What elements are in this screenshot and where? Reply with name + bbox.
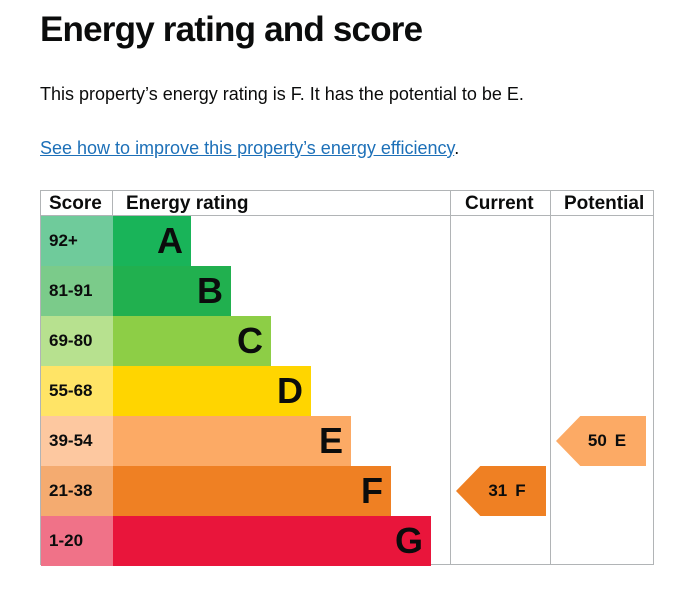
band-score-g: 1-20	[41, 516, 113, 566]
band-bar-e: E	[113, 416, 351, 466]
band-score-c: 69-80	[41, 316, 113, 366]
band-bar-c: C	[113, 316, 271, 366]
potential-rating-indicator: 50 E	[556, 416, 646, 466]
potential-letter: E	[614, 431, 627, 450]
current-letter: F	[515, 481, 526, 500]
score-column-header: Score	[49, 193, 102, 214]
improve-efficiency-link[interactable]: See how to improve this property’s energ…	[40, 138, 455, 158]
improve-link-paragraph: See how to improve this property’s energ…	[40, 136, 459, 160]
band-score-b: 81-91	[41, 266, 113, 316]
potential-score: 50	[587, 431, 607, 450]
current-score: 31	[488, 481, 508, 500]
link-trailing-period: .	[454, 138, 460, 158]
current-rating-indicator: 31 F	[456, 466, 546, 516]
band-score-f: 21-38	[41, 466, 113, 516]
band-score-d: 55-68	[41, 366, 113, 416]
band-bar-d: D	[113, 366, 311, 416]
band-bar-a: A	[113, 216, 191, 266]
epc-rating-table: Score Energy rating Current Potential 92…	[40, 190, 654, 566]
band-score-e: 39-54	[41, 416, 113, 466]
page-title: Energy rating and score	[40, 10, 423, 49]
energy-rating-summary: This property’s energy rating is F. It h…	[40, 84, 524, 104]
band-bar-g: G	[113, 516, 431, 566]
potential-column-header: Potential	[564, 193, 645, 214]
header-divider	[41, 215, 653, 216]
band-bar-f: F	[113, 466, 391, 516]
band-bar-b: B	[113, 266, 231, 316]
band-score-a: 92+	[41, 216, 113, 266]
column-divider	[450, 191, 451, 564]
column-divider	[550, 191, 551, 564]
energy-rating-column-header: Energy rating	[126, 193, 249, 214]
current-column-header: Current	[465, 193, 534, 214]
